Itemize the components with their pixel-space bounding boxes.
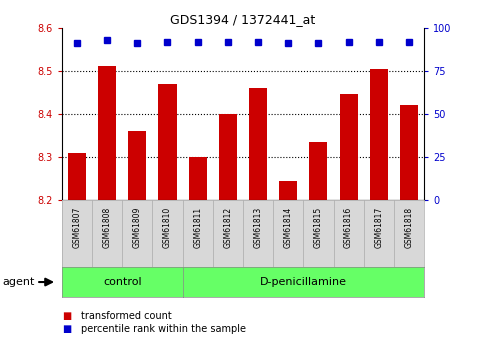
- Text: ■: ■: [62, 311, 71, 321]
- Text: ■: ■: [62, 325, 71, 334]
- Bar: [98, 66, 116, 200]
- Text: GSM61809: GSM61809: [133, 207, 142, 248]
- Bar: [68, 152, 86, 200]
- Text: GSM61816: GSM61816: [344, 207, 353, 248]
- Text: GSM61815: GSM61815: [314, 207, 323, 248]
- Text: control: control: [103, 277, 142, 287]
- Text: GSM61813: GSM61813: [254, 207, 263, 248]
- Text: GSM61808: GSM61808: [102, 207, 112, 248]
- Bar: [249, 88, 267, 200]
- Text: GSM61818: GSM61818: [404, 207, 413, 248]
- Text: GSM61810: GSM61810: [163, 207, 172, 248]
- Title: GDS1394 / 1372441_at: GDS1394 / 1372441_at: [170, 13, 315, 27]
- Bar: [279, 181, 298, 200]
- Bar: [309, 142, 327, 200]
- Text: GSM61812: GSM61812: [223, 207, 232, 248]
- Text: D-penicillamine: D-penicillamine: [260, 277, 347, 287]
- Text: agent: agent: [2, 277, 35, 287]
- Text: GSM61811: GSM61811: [193, 207, 202, 248]
- Bar: [128, 131, 146, 200]
- Bar: [219, 114, 237, 200]
- Bar: [340, 95, 357, 200]
- Text: GSM61817: GSM61817: [374, 207, 384, 248]
- Bar: [189, 157, 207, 200]
- Bar: [370, 69, 388, 200]
- Bar: [400, 105, 418, 200]
- Text: GSM61807: GSM61807: [72, 207, 82, 248]
- Text: percentile rank within the sample: percentile rank within the sample: [81, 325, 246, 334]
- Text: transformed count: transformed count: [81, 311, 172, 321]
- Text: GSM61814: GSM61814: [284, 207, 293, 248]
- Bar: [158, 83, 177, 200]
